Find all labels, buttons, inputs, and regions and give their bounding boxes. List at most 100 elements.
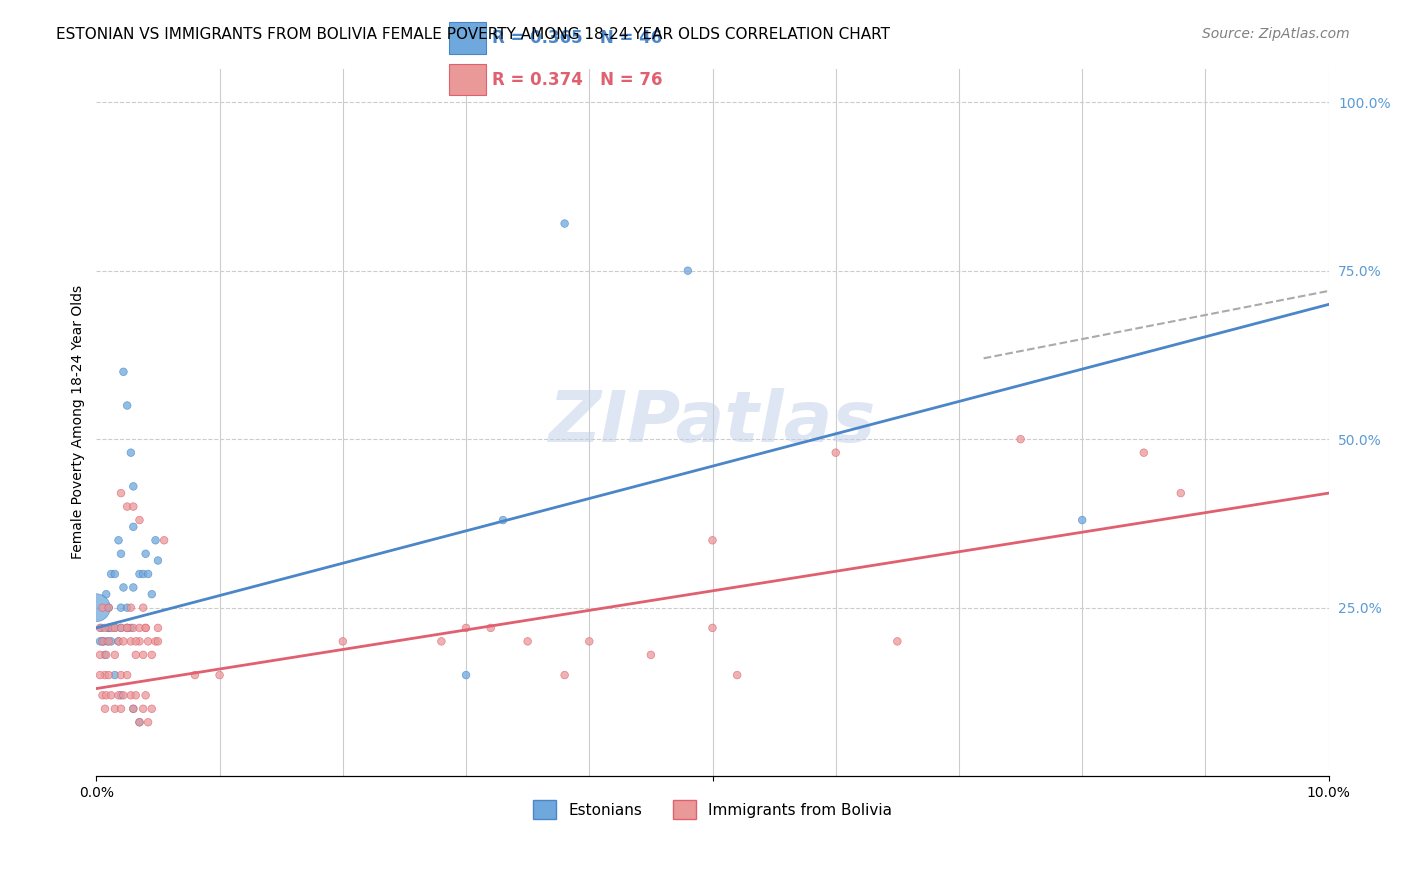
Point xyxy=(91,634,114,648)
Point xyxy=(145,533,167,548)
Point xyxy=(91,634,114,648)
Point xyxy=(132,648,155,662)
Point xyxy=(115,668,138,682)
Point xyxy=(208,668,231,682)
Point xyxy=(132,566,155,581)
Point xyxy=(479,621,502,635)
Point xyxy=(110,621,132,635)
Point xyxy=(136,566,159,581)
Point xyxy=(93,634,115,648)
Point xyxy=(115,600,138,615)
Point xyxy=(122,702,145,716)
Point xyxy=(725,668,748,682)
Point xyxy=(128,513,150,527)
Point xyxy=(122,520,145,534)
Point xyxy=(86,600,108,615)
Point xyxy=(112,365,135,379)
Point xyxy=(492,513,515,527)
Point xyxy=(104,668,127,682)
Point xyxy=(94,668,117,682)
FancyBboxPatch shape xyxy=(449,64,486,95)
Point xyxy=(110,621,132,635)
Point xyxy=(122,581,145,595)
Point xyxy=(578,634,600,648)
Point xyxy=(104,648,127,662)
Point xyxy=(110,702,132,716)
Point xyxy=(125,634,148,648)
Point xyxy=(96,648,118,662)
Point xyxy=(115,399,138,413)
Point xyxy=(112,688,135,702)
Text: ZIPatlas: ZIPatlas xyxy=(548,388,876,457)
Point xyxy=(110,547,132,561)
Text: R = 0.365   N = 46: R = 0.365 N = 46 xyxy=(492,29,662,47)
Point xyxy=(112,634,135,648)
Point xyxy=(104,621,127,635)
Point xyxy=(1133,445,1156,459)
Point xyxy=(516,634,538,648)
Point xyxy=(135,688,157,702)
Point xyxy=(100,634,122,648)
Point xyxy=(125,688,148,702)
Point xyxy=(110,668,132,682)
Point xyxy=(104,566,127,581)
Point xyxy=(97,600,120,615)
Point xyxy=(107,634,129,648)
Point xyxy=(89,668,111,682)
Point xyxy=(97,668,120,682)
Point xyxy=(122,500,145,514)
Point xyxy=(100,621,122,635)
Point xyxy=(107,688,129,702)
Point xyxy=(146,621,169,635)
Point xyxy=(141,587,163,601)
Point xyxy=(94,702,117,716)
Point xyxy=(112,581,135,595)
Point xyxy=(128,566,150,581)
Point xyxy=(104,702,127,716)
Point xyxy=(100,566,122,581)
Point xyxy=(153,533,176,548)
Text: R = 0.374   N = 76: R = 0.374 N = 76 xyxy=(492,71,662,89)
Point xyxy=(145,634,167,648)
Point xyxy=(115,500,138,514)
Point xyxy=(128,621,150,635)
Text: ESTONIAN VS IMMIGRANTS FROM BOLIVIA FEMALE POVERTY AMONG 18-24 YEAR OLDS CORRELA: ESTONIAN VS IMMIGRANTS FROM BOLIVIA FEMA… xyxy=(56,27,890,42)
Point xyxy=(135,547,157,561)
Point xyxy=(136,634,159,648)
Point xyxy=(97,621,120,635)
Point xyxy=(132,702,155,716)
Point xyxy=(120,445,142,459)
Point xyxy=(100,688,122,702)
Point xyxy=(128,715,150,730)
Point xyxy=(135,621,157,635)
Point xyxy=(702,533,724,548)
Point xyxy=(97,621,120,635)
Point xyxy=(122,621,145,635)
Point xyxy=(702,621,724,635)
Point xyxy=(97,600,120,615)
Point xyxy=(90,621,112,635)
Point xyxy=(128,715,150,730)
Point xyxy=(96,634,118,648)
Point xyxy=(554,217,576,231)
Point xyxy=(886,634,908,648)
Point xyxy=(135,621,157,635)
Y-axis label: Female Poverty Among 18-24 Year Olds: Female Poverty Among 18-24 Year Olds xyxy=(72,285,86,559)
Point xyxy=(676,263,699,277)
Point xyxy=(136,715,159,730)
Point xyxy=(107,634,129,648)
Point xyxy=(120,688,142,702)
Point xyxy=(141,648,163,662)
Point xyxy=(89,648,111,662)
Point xyxy=(97,634,120,648)
Point xyxy=(120,621,142,635)
Point xyxy=(141,702,163,716)
Point xyxy=(128,634,150,648)
Point xyxy=(94,648,117,662)
Point xyxy=(1071,513,1094,527)
Point xyxy=(115,621,138,635)
Point xyxy=(454,668,477,682)
Point xyxy=(110,600,132,615)
Point xyxy=(430,634,453,648)
Point xyxy=(184,668,207,682)
